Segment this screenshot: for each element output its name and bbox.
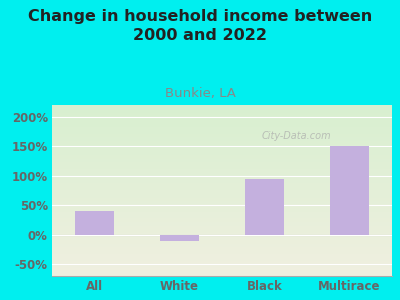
Bar [75,211,114,235]
Bar [245,179,284,235]
Text: Change in household income between
2000 and 2022: Change in household income between 2000 … [28,9,372,43]
Bar [160,235,199,241]
Bar [330,146,369,235]
Text: Bunkie, LA: Bunkie, LA [164,87,236,100]
Text: City-Data.com: City-Data.com [262,131,332,141]
